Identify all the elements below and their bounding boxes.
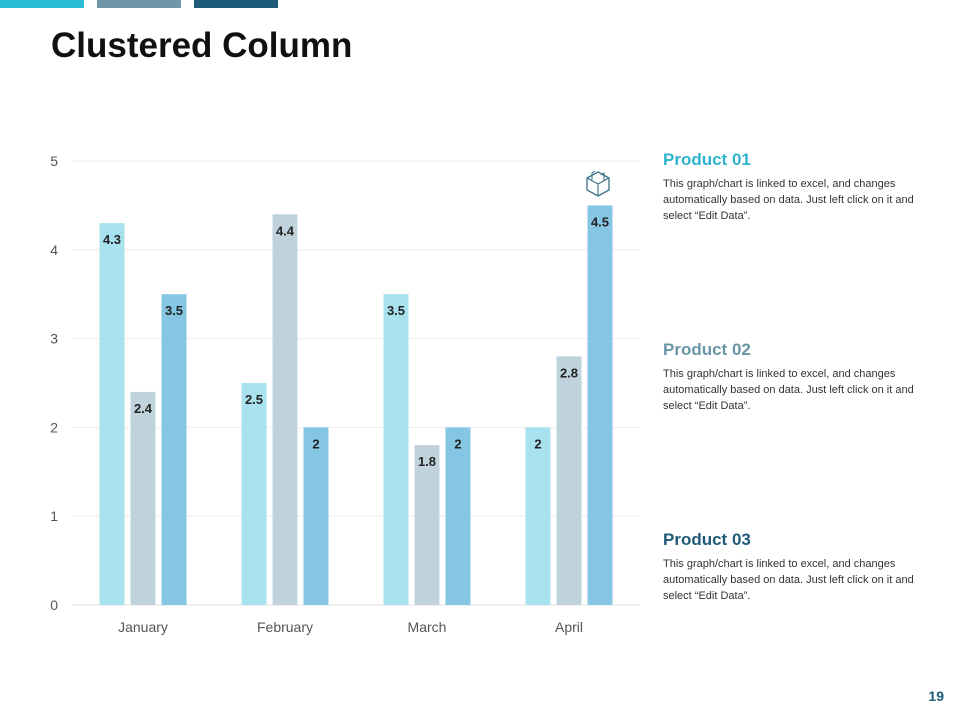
- accent-bar-2: [97, 0, 181, 8]
- y-tick-label: 0: [50, 597, 58, 613]
- bars: [99, 205, 613, 605]
- x-tick-label: January: [118, 619, 168, 635]
- data-label: 2.8: [560, 365, 578, 380]
- legend-description-product-03: This graph/chart is linked to excel, and…: [663, 558, 914, 602]
- bar: [587, 205, 613, 605]
- legend-block-product-02: Product 02 This graph/chart is linked to…: [663, 340, 918, 414]
- data-label: 4.5: [591, 214, 609, 229]
- x-tick-label: February: [257, 619, 313, 635]
- x-tick-label: April: [555, 619, 583, 635]
- data-label: 4.3: [103, 232, 121, 247]
- bar: [414, 445, 440, 605]
- bar: [556, 356, 582, 605]
- accent-bar-1: [0, 0, 84, 8]
- data-label: 2: [312, 436, 319, 451]
- data-label: 2.4: [134, 401, 153, 416]
- bar: [130, 391, 156, 605]
- bar: [241, 383, 267, 605]
- bar: [525, 427, 551, 605]
- y-tick-label: 2: [50, 419, 58, 435]
- data-label: 3.5: [165, 303, 183, 318]
- bar: [161, 294, 187, 605]
- boxes-icon: [586, 170, 610, 197]
- legend-block-product-01: Product 01 This graph/chart is linked to…: [663, 150, 918, 224]
- legend-title-product-03: Product 03: [663, 530, 751, 549]
- bar: [99, 223, 125, 605]
- data-label: 2.5: [245, 392, 263, 407]
- axis-labels: 0 1 2 3 4 5 January February March April: [50, 153, 583, 635]
- accent-bar-3: [194, 0, 278, 8]
- bar: [383, 294, 409, 605]
- y-tick-label: 4: [50, 242, 58, 258]
- legend-description-product-02: This graph/chart is linked to excel, and…: [663, 368, 914, 412]
- data-label: 2: [534, 436, 541, 451]
- slide-title: Clustered Column: [51, 26, 353, 65]
- x-tick-label: March: [408, 619, 447, 635]
- data-label: 4.4: [276, 223, 295, 238]
- bar: [445, 427, 471, 605]
- y-tick-label: 5: [50, 153, 58, 169]
- data-label: 2: [454, 436, 461, 451]
- data-labels: 4.3 2.4 3.5 2.5 4.4 2 3.5 1.8 2 2 2.8 4.5: [103, 214, 609, 469]
- page-number: 19: [928, 688, 944, 704]
- data-label: 1.8: [418, 454, 436, 469]
- grid-lines: [72, 160, 640, 606]
- legend-description-product-01: This graph/chart is linked to excel, and…: [663, 178, 914, 222]
- bar: [303, 427, 329, 605]
- bar: [272, 214, 298, 605]
- y-tick-label: 1: [50, 508, 58, 524]
- legend-title-product-02: Product 02: [663, 340, 751, 359]
- legend-title-product-01: Product 01: [663, 150, 751, 169]
- legend-block-product-03: Product 03 This graph/chart is linked to…: [663, 530, 918, 604]
- data-label: 3.5: [387, 303, 405, 318]
- y-tick-label: 3: [50, 331, 58, 347]
